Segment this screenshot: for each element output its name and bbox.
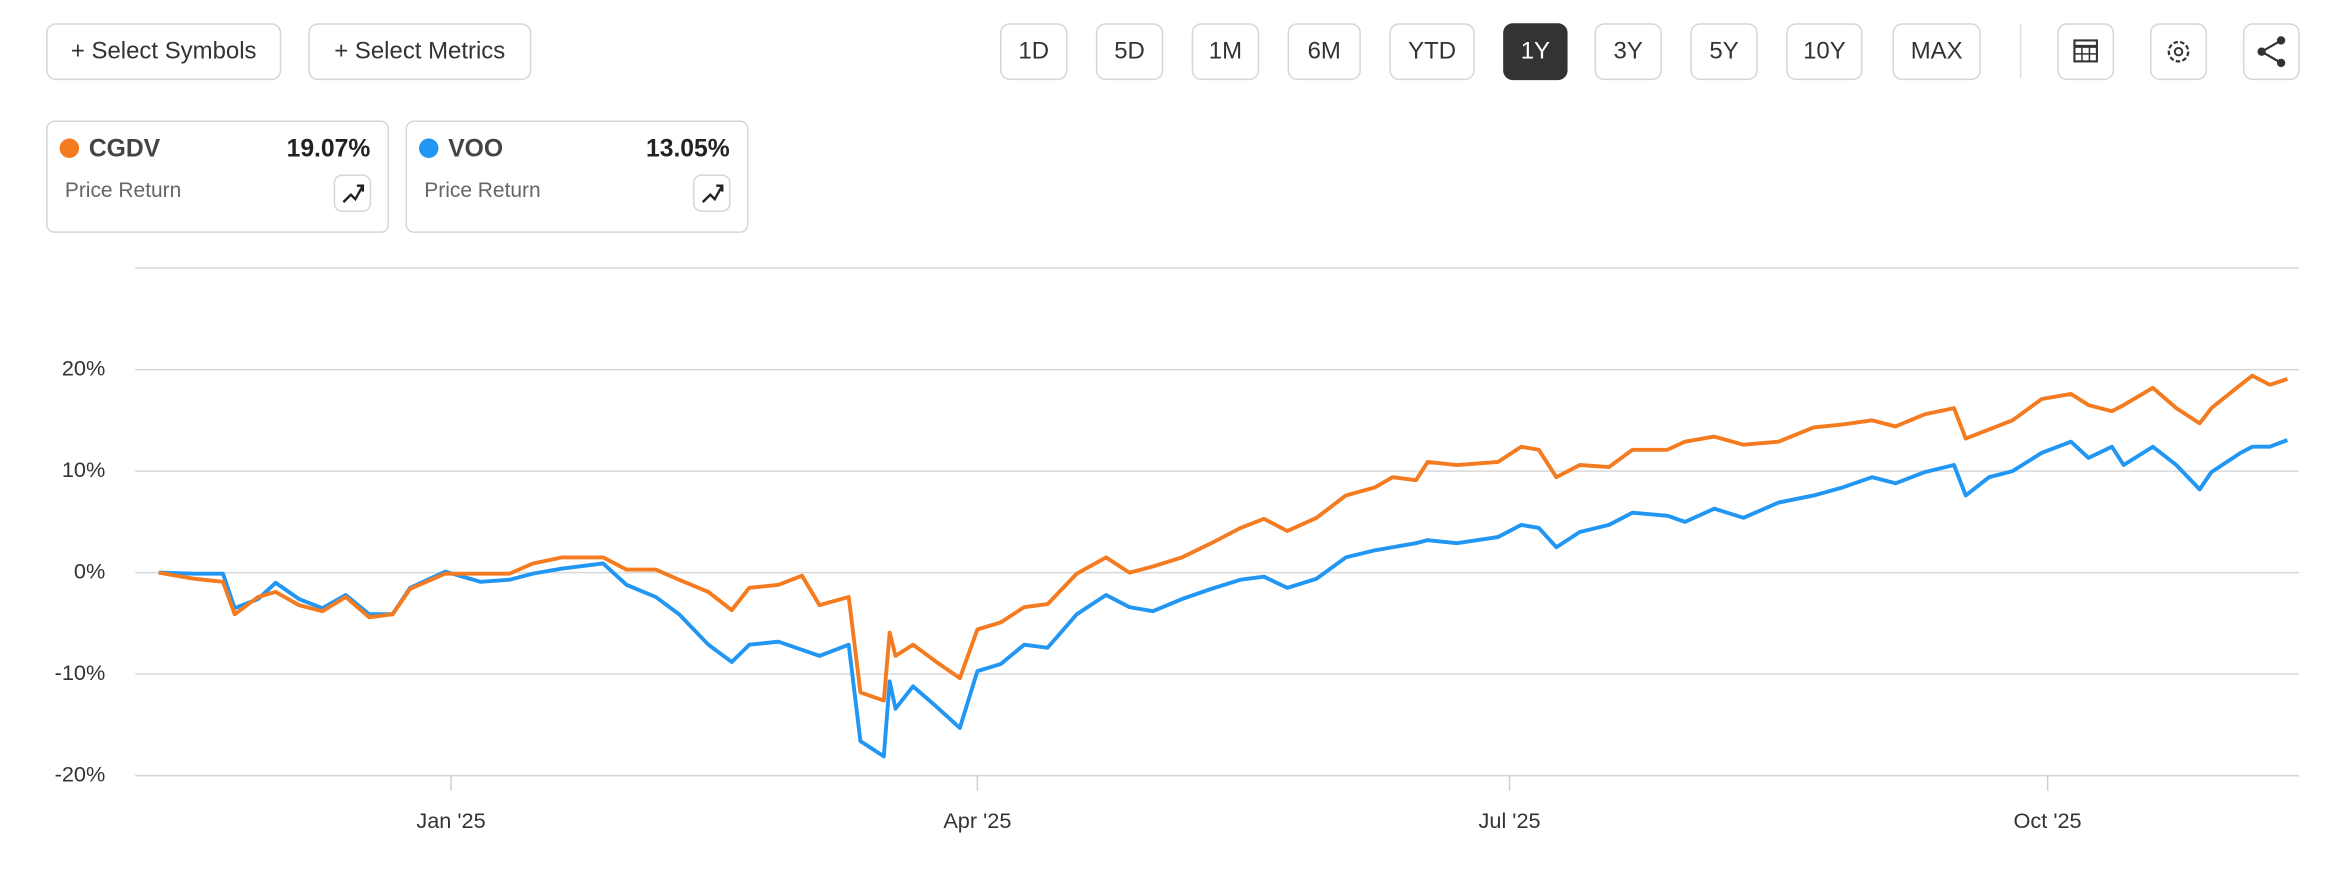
icon-frame xyxy=(333,174,372,212)
icon-frame xyxy=(693,174,731,212)
return-label: 13.05% xyxy=(646,135,730,162)
y-tick-label: -10% xyxy=(55,660,106,685)
y-tick-label: -20% xyxy=(55,761,106,786)
button-frame xyxy=(1191,23,1260,81)
range-label: 3Y xyxy=(1614,38,1643,65)
button-frame xyxy=(1594,23,1662,81)
settings-button[interactable] xyxy=(2150,23,2207,81)
metric-label: Price Return xyxy=(424,179,540,202)
button-frame xyxy=(1892,23,1981,81)
legend-card[interactable]: VOO 13.05% Price Return xyxy=(405,120,749,233)
card-frame xyxy=(405,120,749,233)
range-label: 10Y xyxy=(1803,38,1846,65)
x-tick-label: Oct '25 xyxy=(2014,808,2082,833)
legend-dot xyxy=(59,138,80,158)
toolbar-button[interactable]: + Select Symbols xyxy=(46,23,282,81)
button-label: + Select Metrics xyxy=(334,38,505,65)
metric-label: Price Return xyxy=(65,179,181,202)
range-label: 6M xyxy=(1308,38,1341,65)
button-frame xyxy=(308,23,532,81)
range-button[interactable]: 1Y xyxy=(1503,23,1568,81)
range-button[interactable]: 5D xyxy=(1095,23,1164,81)
range-label: 5D xyxy=(1114,38,1145,65)
icon-arrow xyxy=(701,185,724,204)
button-frame xyxy=(1690,23,1758,81)
legend-name: CGDV xyxy=(89,135,161,162)
range-button[interactable]: 3Y xyxy=(1594,23,1662,81)
legend-card[interactable]: CGDV 19.07% Price Return xyxy=(46,120,390,233)
trend-icon[interactable] xyxy=(333,174,372,212)
x-tick-label: Jul '25 xyxy=(1479,808,1541,833)
series-line xyxy=(158,438,2289,759)
share-button[interactable] xyxy=(2242,23,2300,81)
range-button[interactable]: 1D xyxy=(1000,23,1068,81)
button-frame xyxy=(1000,23,1068,81)
range-label: YTD xyxy=(1408,38,1456,65)
range-label: 5Y xyxy=(1709,38,1738,65)
range-label: 1Y xyxy=(1521,38,1550,65)
table-button[interactable] xyxy=(2057,23,2115,81)
range-button[interactable]: YTD xyxy=(1389,23,1475,81)
legend-dot xyxy=(419,138,439,158)
y-tick-label: 20% xyxy=(62,355,105,380)
return-label: 19.07% xyxy=(287,135,371,162)
range-button[interactable]: 6M xyxy=(1287,23,1361,81)
button-frame xyxy=(1503,23,1568,81)
range-button[interactable]: 5Y xyxy=(1690,23,1758,81)
button-frame xyxy=(46,23,282,81)
card-frame xyxy=(46,120,390,233)
range-button[interactable]: MAX xyxy=(1892,23,1981,81)
x-tick-label: Apr '25 xyxy=(943,808,1011,833)
icon-arrowhead xyxy=(716,184,724,192)
icon-arrow xyxy=(342,185,364,204)
y-tick-label: 10% xyxy=(62,457,105,482)
range-button[interactable]: 1M xyxy=(1191,23,1260,81)
range-label: MAX xyxy=(1911,38,1963,65)
trend-icon[interactable] xyxy=(693,174,731,212)
button-frame xyxy=(1095,23,1164,81)
range-label: 1D xyxy=(1018,38,1049,65)
x-tick-label: Jan '25 xyxy=(416,808,485,833)
range-button[interactable]: 10Y xyxy=(1786,23,1863,81)
y-tick-label: 0% xyxy=(74,558,105,583)
series-line xyxy=(158,373,2288,703)
range-label: 1M xyxy=(1209,38,1242,65)
button-frame xyxy=(1786,23,1863,81)
toolbar-button[interactable]: + Select Metrics xyxy=(308,23,532,81)
button-label: + Select Symbols xyxy=(71,38,257,65)
button-frame xyxy=(1287,23,1361,81)
button-frame xyxy=(1389,23,1475,81)
legend-name: VOO xyxy=(448,135,503,162)
icon-arrowhead xyxy=(356,184,365,192)
